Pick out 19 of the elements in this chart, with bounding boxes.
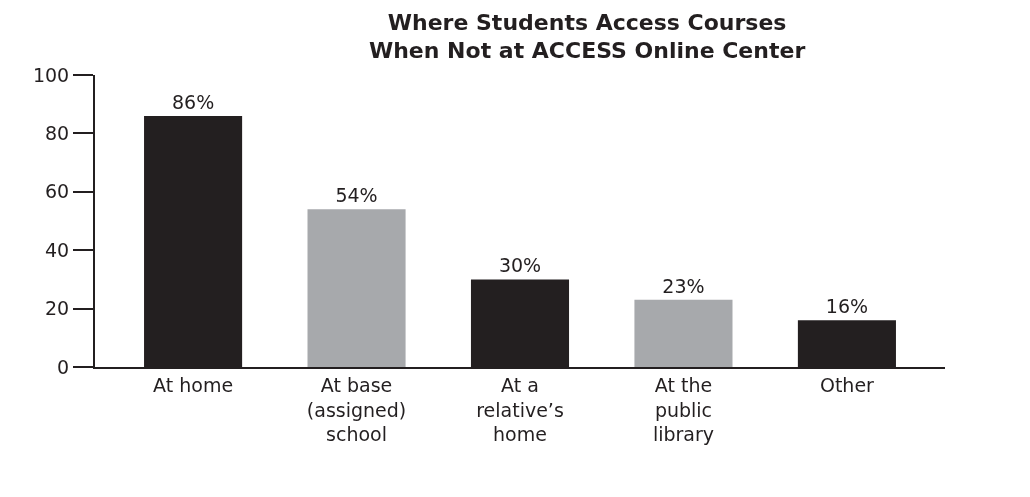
x-tick-label: At the public library: [652, 373, 715, 446]
data-label: 86%: [171, 90, 215, 113]
x-tick-label: At base (assigned) school: [306, 373, 407, 446]
y-tick-label: 20: [45, 297, 70, 320]
y-tick-label: 60: [45, 180, 70, 203]
x-tick-label: Other: [819, 373, 875, 396]
y-tick-label: 0: [57, 355, 70, 378]
y-tick-label: 100: [32, 63, 70, 86]
y-tick-label: 80: [45, 122, 70, 145]
x-tick-label: At a relative’s home: [476, 373, 564, 446]
data-label: 54%: [335, 184, 378, 207]
data-label: 30%: [498, 254, 542, 277]
y-tick-label: 40: [45, 238, 70, 261]
data-label: 16%: [825, 295, 869, 318]
data-label: 23%: [662, 274, 705, 297]
bar: [307, 209, 406, 367]
x-tick-label: At home: [153, 373, 234, 396]
bar: [634, 299, 733, 367]
chart-title: Where Students Access Courses When Not at ACCESS Online Center: [368, 9, 806, 64]
